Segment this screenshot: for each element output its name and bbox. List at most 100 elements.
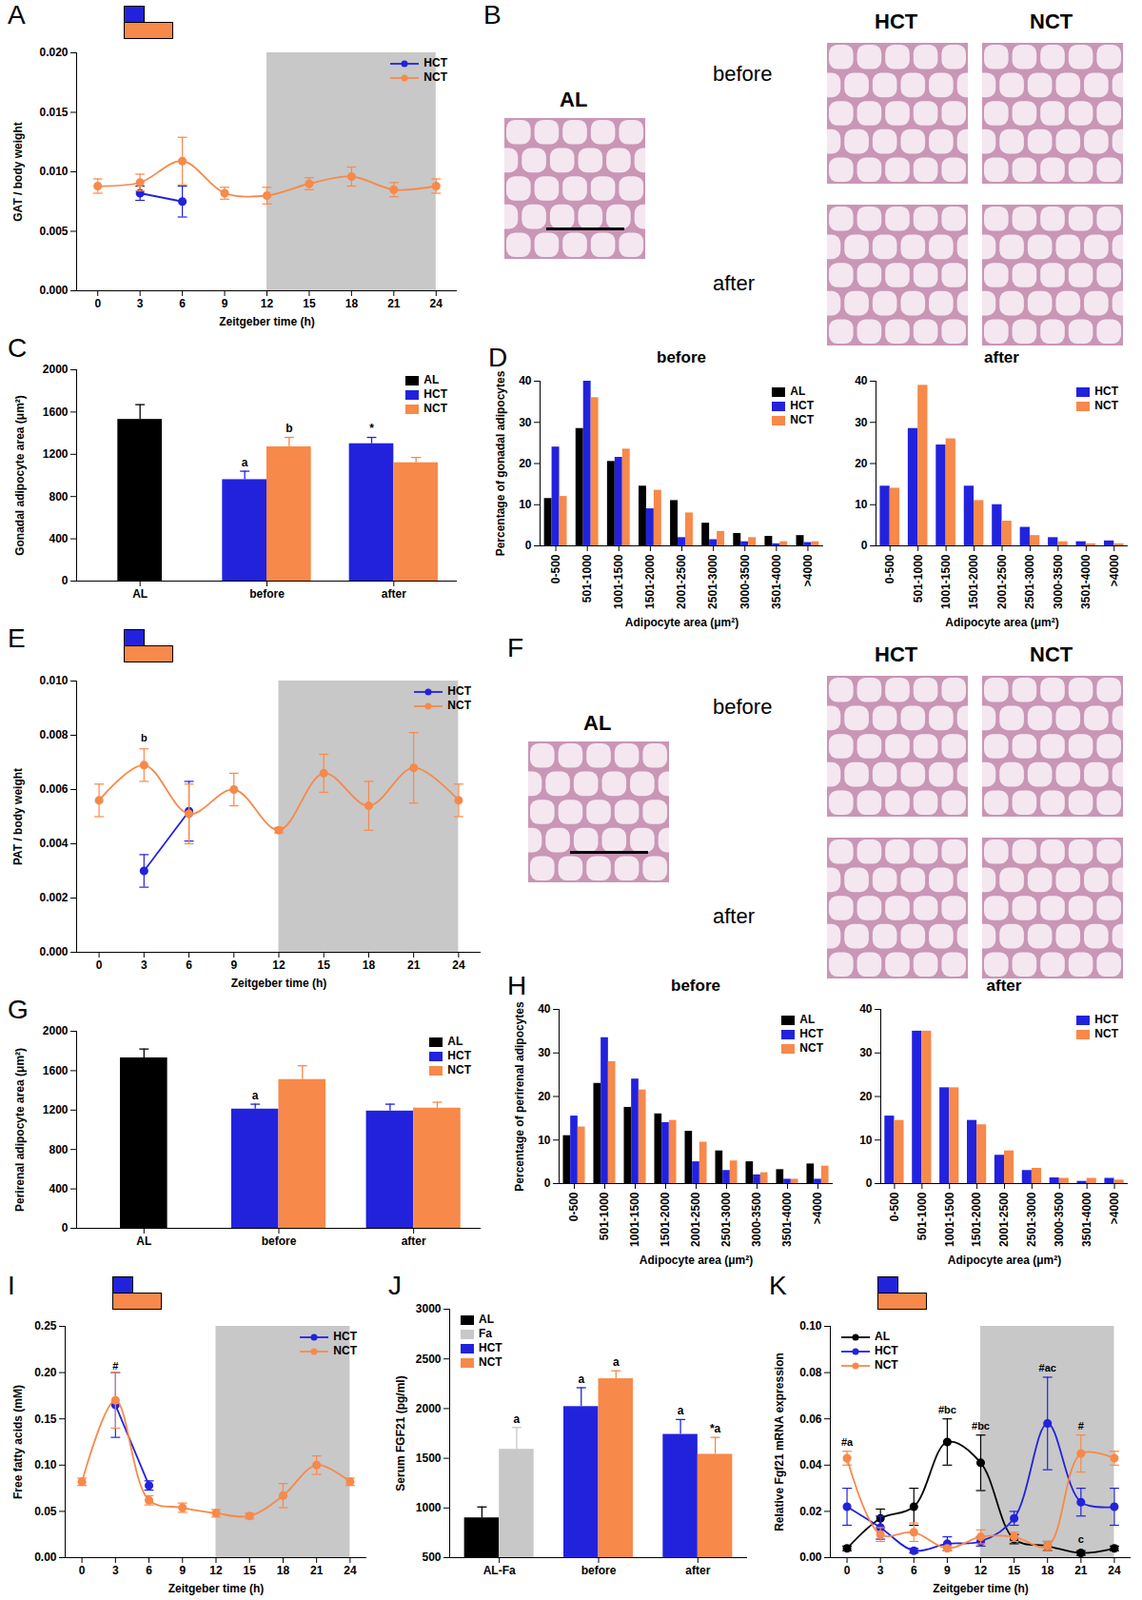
svg-text:Percentage of gonadal adipocyt: Percentage of gonadal adipocytes [493, 370, 508, 556]
svg-text:0.000: 0.000 [39, 945, 68, 959]
svg-text:501-1000: 501-1000 [911, 553, 926, 603]
svg-text:18: 18 [362, 958, 376, 972]
svg-text:0: 0 [96, 958, 103, 972]
svg-text:1600: 1600 [42, 1063, 69, 1078]
svg-text:Serum FGF21 (pg/ml): Serum FGF21 (pg/ml) [393, 1375, 408, 1491]
svg-text:Perirenal adipocyte area (μm²): Perirenal adipocyte area (μm²) [13, 1047, 27, 1212]
svg-text:0-500: 0-500 [887, 1191, 902, 1221]
svg-text:Adipocyte area (μm²): Adipocyte area (μm²) [945, 615, 1059, 630]
svg-text:0: 0 [61, 1220, 69, 1235]
svg-text:Adipocyte area (μm²): Adipocyte area (μm²) [625, 615, 739, 630]
svg-text:15: 15 [302, 296, 316, 311]
svg-text:b: b [285, 421, 293, 435]
svg-text:30: 30 [537, 1045, 552, 1060]
svg-text:0: 0 [866, 1176, 873, 1190]
svg-text:24: 24 [343, 1563, 357, 1577]
svg-text:before: before [581, 1563, 617, 1577]
svg-text:1000: 1000 [415, 1500, 442, 1515]
svg-text:3: 3 [877, 1563, 885, 1577]
svg-text:0-500: 0-500 [549, 553, 563, 584]
svg-text:2001-2500: 2001-2500 [674, 553, 689, 610]
svg-text:18: 18 [1041, 1563, 1055, 1577]
svg-text:a: a [252, 1088, 259, 1103]
svg-text:GAT / body weight: GAT / body weight [11, 121, 25, 221]
svg-text:15: 15 [317, 958, 332, 972]
svg-text:Zeitgeber time (h): Zeitgeber time (h) [932, 1581, 1029, 1595]
svg-text:1001-1500: 1001-1500 [943, 1191, 957, 1247]
svg-text:0.004: 0.004 [39, 836, 68, 850]
svg-text:10: 10 [859, 1133, 873, 1147]
svg-text:9: 9 [221, 296, 229, 311]
svg-text:3000-3500: 3000-3500 [738, 553, 752, 610]
svg-text:400: 400 [48, 531, 68, 546]
svg-text:1001-1500: 1001-1500 [611, 553, 626, 610]
svg-text:501-1000: 501-1000 [597, 1191, 611, 1241]
svg-text:after: after [401, 1234, 427, 1248]
svg-text:2500: 2500 [415, 1352, 442, 1366]
svg-text:#a: #a [841, 1436, 854, 1448]
svg-text:800: 800 [48, 1142, 68, 1157]
svg-text:0.020: 0.020 [39, 45, 68, 60]
svg-text:3501-4000: 3501-4000 [769, 553, 784, 610]
svg-text:0: 0 [844, 1563, 851, 1577]
svg-text:30: 30 [518, 415, 532, 430]
svg-text:3000-3500: 3000-3500 [1051, 553, 1065, 610]
svg-text:*: * [369, 421, 375, 435]
svg-text:0.15: 0.15 [34, 1412, 58, 1426]
svg-text:12: 12 [260, 296, 275, 311]
svg-text:1501-2000: 1501-2000 [658, 1191, 672, 1247]
svg-text:3: 3 [140, 958, 148, 972]
svg-text:after: after [685, 1563, 710, 1577]
svg-text:21: 21 [310, 1563, 324, 1577]
svg-text:0: 0 [94, 296, 101, 311]
svg-text:Zeitgeber time (h): Zeitgeber time (h) [231, 976, 328, 990]
svg-text:1001-1500: 1001-1500 [939, 553, 953, 610]
svg-text:a: a [513, 1412, 521, 1426]
svg-text:800: 800 [48, 490, 68, 504]
svg-text:2501-3000: 2501-3000 [1024, 1191, 1039, 1247]
svg-text:#bc: #bc [938, 1403, 957, 1416]
svg-text:500: 500 [421, 1550, 441, 1564]
svg-text:2001-2500: 2001-2500 [689, 1191, 703, 1247]
svg-text:0.20: 0.20 [34, 1365, 58, 1379]
svg-text:3000-3500: 3000-3500 [749, 1191, 764, 1247]
svg-text:Zeitgeber time (h): Zeitgeber time (h) [168, 1581, 265, 1595]
svg-text:0.25: 0.25 [34, 1319, 58, 1333]
svg-text:0.008: 0.008 [39, 728, 68, 742]
svg-text:AL: AL [132, 587, 148, 601]
svg-text:3501-4000: 3501-4000 [1079, 553, 1093, 610]
svg-text:1600: 1600 [42, 405, 69, 419]
svg-text:AL-Fa: AL-Fa [483, 1563, 516, 1577]
svg-text:21: 21 [407, 958, 421, 972]
svg-text:21: 21 [387, 296, 401, 311]
svg-text:Gonadal adipocyte area (μm²): Gonadal adipocyte area (μm²) [13, 394, 27, 556]
svg-text:Zeitgeber time (h): Zeitgeber time (h) [218, 315, 316, 329]
svg-text:0.06: 0.06 [799, 1412, 823, 1426]
svg-text:after: after [381, 587, 407, 601]
svg-text:#: # [1078, 1419, 1084, 1432]
svg-text:6: 6 [185, 958, 193, 972]
svg-text:0.10: 0.10 [799, 1319, 823, 1333]
svg-text:0.10: 0.10 [34, 1457, 58, 1472]
svg-text:a: a [677, 1403, 685, 1418]
svg-text:1500: 1500 [415, 1451, 442, 1465]
svg-text:#: # [112, 1359, 119, 1372]
svg-text:a: a [612, 1355, 620, 1369]
svg-text:1200: 1200 [42, 1102, 69, 1117]
svg-text:9: 9 [230, 958, 237, 972]
svg-text:0.05: 0.05 [34, 1504, 58, 1518]
svg-text:12: 12 [272, 958, 286, 972]
svg-text:b: b [140, 731, 148, 744]
svg-text:0: 0 [78, 1563, 86, 1577]
svg-text:21: 21 [1074, 1563, 1088, 1577]
svg-text:10: 10 [518, 497, 532, 512]
svg-text:>4000: >4000 [1107, 553, 1122, 587]
svg-text:9: 9 [944, 1563, 951, 1577]
svg-text:3000: 3000 [415, 1301, 442, 1316]
svg-text:AL: AL [136, 1234, 152, 1248]
svg-text:0.010: 0.010 [39, 164, 68, 178]
svg-text:#bc: #bc [971, 1419, 990, 1432]
svg-text:0.006: 0.006 [39, 782, 68, 796]
svg-text:24: 24 [452, 958, 466, 972]
svg-text:3501-4000: 3501-4000 [1080, 1191, 1094, 1247]
